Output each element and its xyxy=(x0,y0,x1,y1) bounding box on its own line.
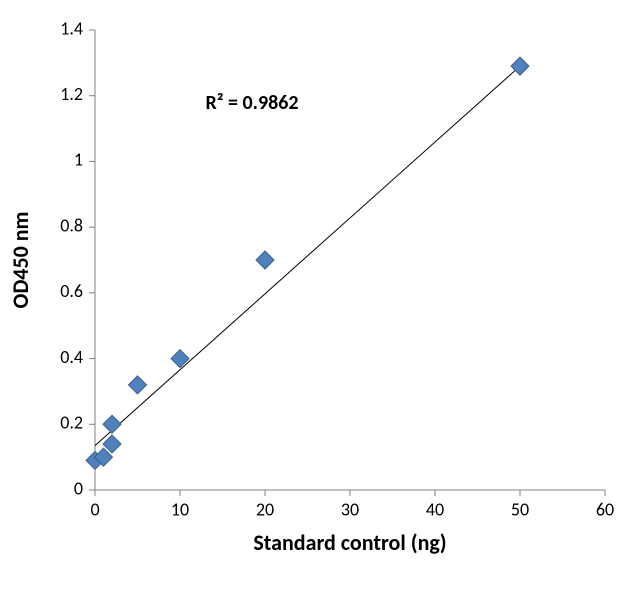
y-axis-title: OD450 nm xyxy=(7,212,34,309)
data-point xyxy=(171,350,189,368)
y-tick-label: 1 xyxy=(74,149,83,171)
x-tick-label: 60 xyxy=(596,499,614,521)
scatter-chart: 0 0.2 0.4 0.6 0.8 1 1.2 1.4 0 10 20 30 40 50 60 OD450 n… xyxy=(0,0,627,594)
y-tick-label: 0.6 xyxy=(60,280,83,302)
x-tick-label: 20 xyxy=(256,499,274,521)
data-point xyxy=(256,251,274,269)
x-tick-label: 40 xyxy=(426,499,444,521)
data-point xyxy=(129,376,147,394)
x-axis-title: Standard control (ng) xyxy=(253,529,446,556)
data-point xyxy=(511,57,529,75)
x-tick-label: 50 xyxy=(511,499,529,521)
data-point xyxy=(103,415,121,433)
y-tick-label: 0.2 xyxy=(60,412,83,434)
y-tick-label: 0.4 xyxy=(60,346,83,368)
y-tick-label: 0 xyxy=(74,477,83,499)
x-tick-label: 30 xyxy=(341,499,359,521)
y-tick-label: 1.4 xyxy=(60,17,83,39)
chart-svg: 0 0.2 0.4 0.6 0.8 1 1.2 1.4 0 10 20 30 40 50 60 OD450 n… xyxy=(0,0,627,594)
r-squared-annotation: R² = 0.9862 xyxy=(206,91,299,115)
trendline xyxy=(95,66,520,446)
x-tick-label: 10 xyxy=(171,499,189,521)
y-tick-label: 0.8 xyxy=(60,214,83,236)
y-tick-label: 1.2 xyxy=(60,83,83,105)
x-tick-label: 0 xyxy=(90,499,99,521)
